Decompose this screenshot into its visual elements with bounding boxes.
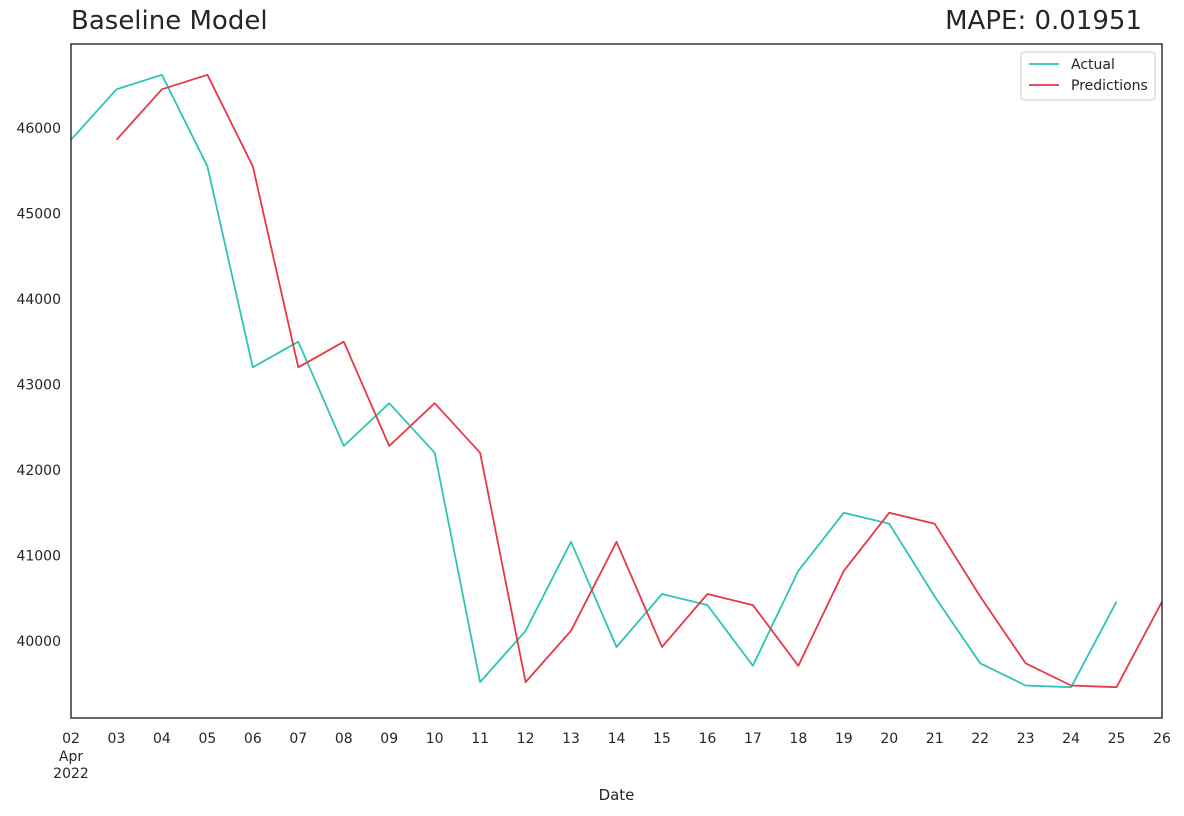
- x-tick-label: 11: [471, 731, 489, 747]
- x-tick-sublabel: Apr: [59, 749, 83, 765]
- x-tick-label: 21: [926, 731, 944, 747]
- series-line-actual: [70, 73, 1118, 689]
- legend-label-predictions: Predictions: [1071, 78, 1148, 94]
- x-tick-label: 19: [835, 731, 853, 747]
- x-tick-label: 16: [699, 731, 717, 747]
- plot-area: [70, 43, 1163, 719]
- y-tick-label: 46000: [16, 121, 61, 137]
- y-tick-label: 45000: [16, 206, 61, 222]
- y-tick-label: 41000: [16, 548, 61, 564]
- x-tick-label: 25: [1108, 731, 1126, 747]
- x-tick-label: 22: [971, 731, 989, 747]
- plot-frame: [70, 43, 1163, 719]
- x-tick-label: 05: [198, 731, 216, 747]
- x-tick-label: 20: [880, 731, 898, 747]
- x-tick-label: 23: [1017, 731, 1035, 747]
- y-axis: 40000 41000 42000 43000 44000 45000 46000: [16, 121, 61, 650]
- x-tick-label: 24: [1062, 731, 1080, 747]
- x-tick-label: 03: [108, 731, 126, 747]
- x-tick-label: 06: [244, 731, 262, 747]
- chart-subtitle-mape: MAPE: 0.01951: [945, 6, 1142, 36]
- x-tick-label: 10: [426, 731, 444, 747]
- x-tick-label: 18: [789, 731, 807, 747]
- series-line-predictions: [115, 73, 1163, 689]
- x-tick-label: 15: [653, 731, 671, 747]
- x-tick-label: 26: [1153, 731, 1171, 747]
- x-tick-sublabel: 2022: [53, 766, 89, 782]
- y-tick-label: 40000: [16, 634, 61, 650]
- x-tick-label: 02: [62, 731, 80, 747]
- chart-title: Baseline Model: [71, 6, 268, 36]
- y-tick-label: 43000: [16, 377, 61, 393]
- x-tick-label: 14: [608, 731, 626, 747]
- legend-label-actual: Actual: [1071, 57, 1115, 73]
- x-tick-label: 04: [153, 731, 171, 747]
- x-tick-label: 09: [380, 731, 398, 747]
- x-axis: 02 03 04 05 06 07 08 09 10 11 12 13 14 15 16 17 18 19 20 21…: [53, 731, 1171, 782]
- y-tick-label: 44000: [16, 292, 61, 308]
- y-tick-label: 42000: [16, 463, 61, 479]
- x-tick-label: 08: [335, 731, 353, 747]
- x-tick-label: 17: [744, 731, 762, 747]
- x-axis-label: Date: [599, 786, 635, 804]
- legend: Actual Predictions: [1020, 51, 1156, 101]
- x-tick-label: 07: [289, 731, 307, 747]
- x-tick-label: 13: [562, 731, 580, 747]
- x-tick-label: 12: [517, 731, 535, 747]
